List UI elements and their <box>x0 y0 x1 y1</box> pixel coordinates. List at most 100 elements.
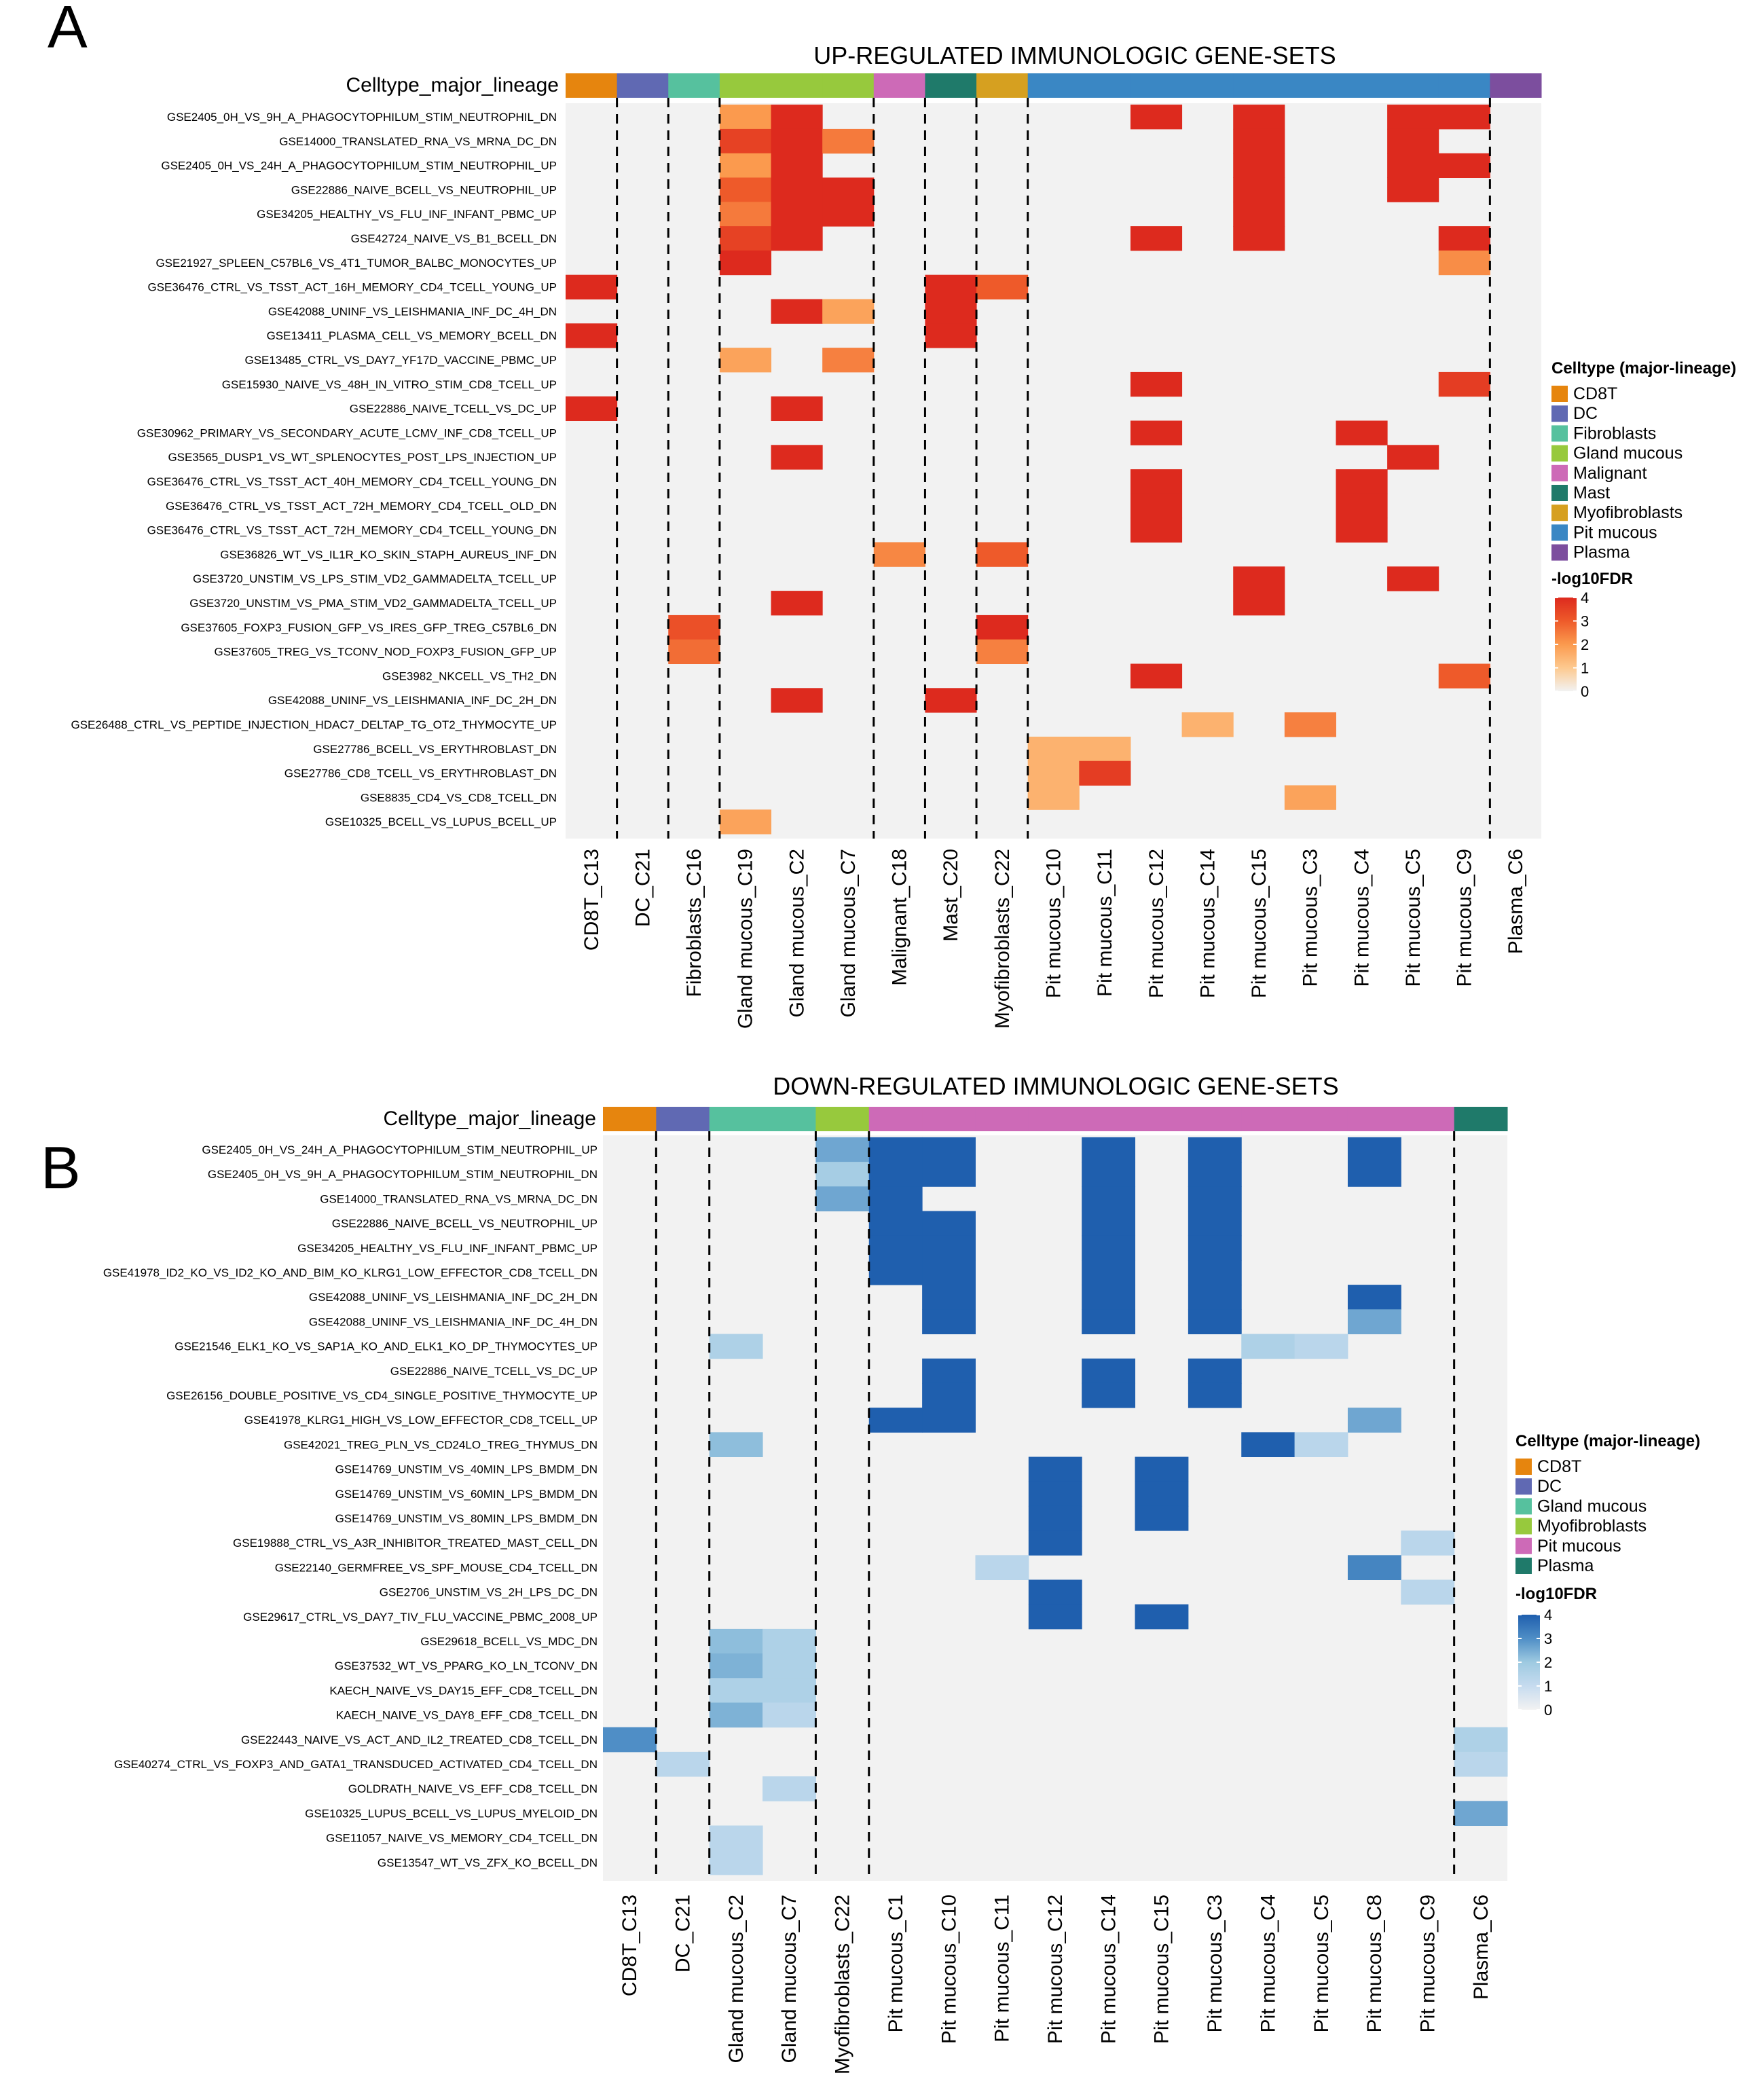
panel-b-row-label: GSE41978_KLRG1_HIGH_VS_LOW_EFFECTOR_CD8_… <box>244 1414 598 1427</box>
panel-a-row-label: GSE2405_0H_VS_9H_A_PHAGOCYTOPHILUM_STIM_… <box>167 111 557 124</box>
panel-b-scale-tick-label: 1 <box>1544 1678 1552 1695</box>
panel-a-grid-background <box>566 103 1541 839</box>
panel-a-heatmap-cell <box>1438 371 1490 397</box>
panel-a-row-label: GSE3720_UNSTIM_VS_LPS_STIM_VD2_GAMMADELT… <box>193 572 557 585</box>
panel-b-legend-swatch <box>1515 1518 1532 1535</box>
panel-a-scale-title: -log10FDR <box>1551 570 1633 588</box>
panel-a-heatmap-cell <box>1130 226 1183 251</box>
panel-a-scale-tick-label: 1 <box>1581 660 1589 677</box>
panel-b-column-label: Pit mucous_C4 <box>1257 1894 1279 2032</box>
panel-b-annotation-title: Celltype_major_lineage <box>383 1107 596 1130</box>
panel-a-heatmap-cell <box>1387 128 1439 154</box>
panel-a-heatmap-cell <box>1130 420 1183 445</box>
panel-b-column-label: CD8T_C13 <box>619 1894 641 1996</box>
panel-a-heatmap-cell <box>822 299 875 324</box>
panel-b-column-label: Gland mucous_C2 <box>725 1894 748 2063</box>
panel-b-heatmap-cell <box>1294 1334 1348 1359</box>
panel-a-annotation-cell <box>1079 73 1131 98</box>
panel-a-row-label: GSE2405_0H_VS_24H_A_PHAGOCYTOPHILUM_STIM… <box>161 160 557 172</box>
panel-a-letter: A <box>48 0 88 60</box>
panel-b-heatmap-cell <box>1082 1309 1136 1334</box>
panel-b-column-label: Pit mucous_C10 <box>938 1894 960 2044</box>
panel-b-annotation-cell <box>868 1107 923 1131</box>
panel-a-legend-swatch <box>1551 386 1568 402</box>
panel-a-annotation-cell <box>873 73 925 98</box>
panel-a-heatmap-cell <box>719 177 772 202</box>
panel-b-heatmap-cell <box>762 1653 816 1679</box>
panel-a-heatmap-cell <box>1233 105 1285 130</box>
panel-a-title: UP-REGULATED IMMUNOLOGIC GENE-SETS <box>813 41 1336 69</box>
panel-a-annotation-title: Celltype_major_lineage <box>346 74 559 96</box>
panel-b-heatmap-cell <box>922 1162 976 1187</box>
panel-a-row-label: GSE36476_CTRL_VS_TSST_ACT_16H_MEMORY_CD4… <box>148 281 557 294</box>
panel-b-heatmap-cell <box>922 1358 976 1384</box>
panel-b-heatmap-cell <box>1347 1309 1401 1334</box>
panel-b-annotation-cell <box>1028 1107 1082 1131</box>
panel-a-legend-swatch <box>1551 405 1568 422</box>
panel-a-heatmap-cell <box>719 809 772 835</box>
panel-a-heatmap-cell <box>1438 663 1490 689</box>
panel-b-row-label: GSE11057_NAIVE_VS_MEMORY_CD4_TCELL_DN <box>326 1832 598 1845</box>
panel-a-heatmap-cell <box>1027 785 1080 810</box>
panel-b-heatmap-cell <box>1454 1751 1508 1777</box>
panel-a-heatmap-cell <box>1130 663 1183 689</box>
panel-b-annotation-cell <box>1241 1107 1296 1131</box>
panel-b-column-label: Pit mucous_C8 <box>1363 1894 1386 2032</box>
panel-b-scale-bar <box>1518 1615 1540 1710</box>
panel-a-heatmap-cell <box>1284 785 1336 810</box>
panel-b-heatmap-cell <box>868 1235 923 1261</box>
panel-a-heatmap-cell <box>925 688 977 713</box>
panel-b-scale-tick-label: 3 <box>1544 1630 1552 1647</box>
panel-b-letter: B <box>41 1134 81 1201</box>
panel-b-column-label: Pit mucous_C3 <box>1204 1894 1226 2032</box>
panel-a-annotation-cell <box>1181 73 1234 98</box>
panel-a-annotation-cell <box>1336 73 1388 98</box>
panel-b-heatmap-cell <box>1188 1137 1242 1162</box>
panel-a-row-label: GSE26488_CTRL_VS_PEPTIDE_INJECTION_HDAC7… <box>71 718 557 731</box>
panel-b-annotation-cell <box>603 1107 657 1131</box>
panel-b-column-label: Pit mucous_C11 <box>991 1894 1014 2042</box>
panel-a-row-label: GSE3720_UNSTIM_VS_PMA_STIM_VD2_GAMMADELT… <box>189 597 557 610</box>
panel-a-heatmap-cell <box>925 323 977 348</box>
panel-a-column-label: Pit mucous_C11 <box>1094 849 1116 997</box>
panel-b-heatmap-cell <box>1082 1235 1136 1261</box>
panel-b-legend-swatch <box>1515 1537 1532 1554</box>
panel-a-heatmap-cell <box>1027 736 1080 762</box>
panel-b-heatmap-cell <box>868 1186 923 1211</box>
panel-a-heatmap-cell <box>719 153 772 178</box>
panel-b-heatmap-cell <box>709 1432 763 1457</box>
panel-a-heatmap-cell <box>1233 226 1285 251</box>
panel-b-heatmap-cell <box>1028 1505 1082 1531</box>
panel-a-heatmap-cell <box>976 542 1029 567</box>
panel-b-heatmap-cell <box>1294 1432 1348 1457</box>
panel-b-annotation-cell <box>1401 1107 1455 1131</box>
panel-a-row-label: GSE3982_NKCELL_VS_TH2_DN <box>382 670 557 682</box>
panel-a-legend-title: Celltype (major-lineage) <box>1551 359 1736 378</box>
panel-b-scale-tick-label: 2 <box>1544 1654 1552 1671</box>
panel-a-legend-swatch <box>1551 485 1568 501</box>
panel-a-annotation-cell <box>822 73 875 98</box>
panel-b-heatmap-cell <box>922 1137 976 1162</box>
panel-a-legend-label: Gland mucous <box>1573 444 1683 463</box>
panel-b-row-label: GSE19888_CTRL_VS_A3R_INHIBITOR_TREATED_M… <box>233 1537 598 1550</box>
panel-a-legend-swatch <box>1551 524 1568 541</box>
panel-b-legend-title: Celltype (major-lineage) <box>1515 1432 1700 1450</box>
panel-a-heatmap-cell <box>1233 153 1285 178</box>
panel-b-row-label: GSE2405_0H_VS_9H_A_PHAGOCYTOPHILUM_STIM_… <box>208 1168 598 1181</box>
panel-a-row-label: GSE21927_SPLEEN_C57BL6_VS_4T1_TUMOR_BALB… <box>155 257 557 270</box>
panel-b-annotation-cell <box>1082 1107 1136 1131</box>
panel-b-heatmap-cell <box>1241 1432 1296 1457</box>
panel-b-annotation-cell <box>656 1107 710 1131</box>
panel-b-column-label: Gland mucous_C7 <box>778 1894 801 2063</box>
panel-a-heatmap-cell <box>925 299 977 324</box>
panel-a-row-label: GSE22886_NAIVE_TCELL_VS_DC_UP <box>350 403 557 416</box>
panel-a-column-label: Pit mucous_C15 <box>1248 849 1270 998</box>
panel-a-scale-tick-label: 0 <box>1581 683 1589 700</box>
panel-a-heatmap-cell <box>976 615 1029 640</box>
panel-b-row-label: GSE29617_CTRL_VS_DAY7_TIV_FLU_VACCINE_PB… <box>243 1611 598 1624</box>
panel-a-row-label: GSE36476_CTRL_VS_TSST_ACT_72H_MEMORY_CD4… <box>166 500 557 513</box>
panel-b-column-label: Plasma_C6 <box>1470 1894 1492 2000</box>
panel-b-heatmap-cell <box>1028 1604 1082 1630</box>
panel-a-row-label: GSE37605_FOXP3_FUSION_GFP_VS_IRES_GFP_TR… <box>181 621 557 634</box>
